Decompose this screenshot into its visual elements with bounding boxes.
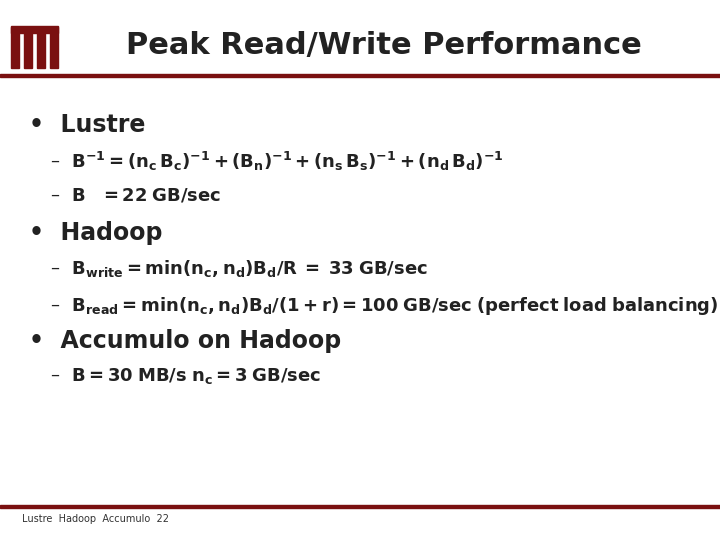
Bar bbox=[11, 26, 58, 33]
Bar bbox=[11, 27, 19, 68]
Text: –  $\mathbf{B = 30\; MB/s\; n_c = 3\; GB/sec}$: – $\mathbf{B = 30\; MB/s\; n_c = 3\; GB/… bbox=[50, 366, 321, 386]
Text: •  Hadoop: • Hadoop bbox=[29, 221, 162, 245]
Text: –  $\mathbf{B_{read} = min(n_c,n_d)B_d/(1 + r) = 100\; GB/sec\; (perfect\; load\: – $\mathbf{B_{read} = min(n_c,n_d)B_d/(1… bbox=[50, 295, 719, 317]
Text: Peak Read/Write Performance: Peak Read/Write Performance bbox=[126, 31, 642, 60]
Bar bbox=[24, 27, 32, 68]
Bar bbox=[0, 74, 720, 77]
Bar bbox=[50, 27, 58, 68]
Bar bbox=[37, 27, 45, 68]
Text: –  $\mathbf{B_{write} = min(n_c,n_d)B_d/R \;=\; 33\; GB/sec}$: – $\mathbf{B_{write} = min(n_c,n_d)B_d/R… bbox=[50, 258, 428, 279]
Bar bbox=[0, 505, 720, 508]
Text: –  $\mathbf{B^{-1} = (n_c\, B_c)^{-1} + (B_n)^{-1} + (n_s\, B_s)^{-1} + (n_d\, B: – $\mathbf{B^{-1} = (n_c\, B_c)^{-1} + (… bbox=[50, 150, 504, 173]
Text: •  Lustre: • Lustre bbox=[29, 113, 145, 137]
Text: –  $\mathbf{B \;\;\; = 22\; GB/sec}$: – $\mathbf{B \;\;\; = 22\; GB/sec}$ bbox=[50, 187, 222, 205]
Text: •  Accumulo on Hadoop: • Accumulo on Hadoop bbox=[29, 329, 341, 353]
Text: Lustre  Hadoop  Accumulo  22: Lustre Hadoop Accumulo 22 bbox=[22, 515, 168, 524]
